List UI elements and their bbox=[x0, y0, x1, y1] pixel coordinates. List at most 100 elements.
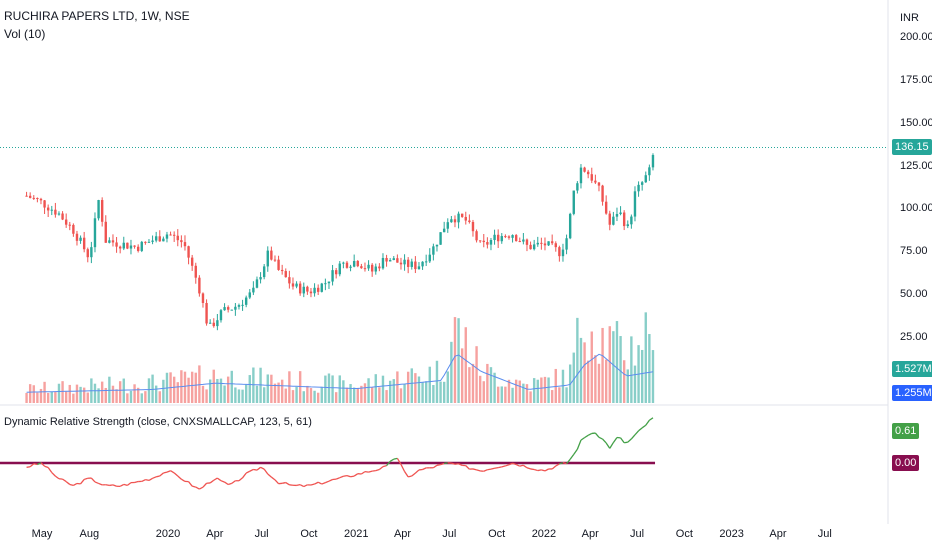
indicator-segment bbox=[282, 481, 286, 484]
candle-body bbox=[331, 270, 334, 282]
volume-bar bbox=[576, 317, 579, 403]
indicator-segment bbox=[213, 477, 218, 481]
candle-body bbox=[604, 201, 608, 214]
volume-bar bbox=[640, 349, 644, 403]
price-tick-label: 100.00 bbox=[900, 202, 932, 215]
volume-bar bbox=[241, 389, 244, 403]
time-tick-label: 2021 bbox=[344, 528, 368, 540]
candle-body bbox=[115, 242, 118, 247]
volume-bar bbox=[421, 381, 424, 403]
candle-body bbox=[432, 246, 435, 255]
indicator-segment bbox=[512, 462, 517, 466]
volume-bar bbox=[277, 382, 280, 403]
volume-bar bbox=[399, 388, 403, 403]
candle-body bbox=[554, 243, 557, 248]
volume-bar bbox=[356, 387, 359, 403]
candle-body bbox=[572, 190, 575, 214]
volume-bar bbox=[392, 379, 395, 403]
candle-body bbox=[298, 283, 302, 294]
volume-bar bbox=[428, 366, 431, 403]
indicator-segment bbox=[105, 484, 110, 487]
volume-bar bbox=[208, 379, 212, 403]
indicator-legend[interactable]: Dynamic Relative Strength (close, CNXSMA… bbox=[4, 416, 312, 428]
candle-body bbox=[241, 304, 244, 306]
candle-body bbox=[230, 309, 233, 311]
indicator-segment bbox=[411, 472, 416, 477]
price-candles[interactable] bbox=[25, 153, 655, 331]
indicator-segment bbox=[620, 437, 625, 444]
candle-body bbox=[39, 198, 43, 201]
indicator-segment bbox=[515, 463, 521, 467]
volume-bar bbox=[518, 380, 521, 403]
volume-bar bbox=[378, 387, 381, 403]
indicator-segment bbox=[551, 465, 557, 470]
candle-body bbox=[576, 183, 579, 191]
indicator-segment bbox=[119, 483, 125, 487]
indicator-segment bbox=[498, 466, 502, 469]
volume-bar bbox=[367, 378, 370, 403]
volume-bar bbox=[583, 342, 586, 403]
candle-body bbox=[370, 264, 374, 272]
volume-legend[interactable]: Vol (10) bbox=[4, 27, 46, 41]
candle-body bbox=[594, 180, 597, 183]
indicator-segment bbox=[227, 482, 232, 486]
candle-body bbox=[237, 305, 241, 307]
indicator-segment bbox=[29, 463, 35, 468]
indicator-segment bbox=[602, 438, 607, 444]
indicator-segment bbox=[33, 463, 38, 466]
candle-body bbox=[529, 244, 532, 250]
indicator-segment bbox=[299, 484, 305, 488]
time-tick-label: Apr bbox=[769, 528, 786, 540]
candle-body bbox=[327, 281, 331, 284]
candle-body bbox=[565, 238, 568, 250]
candle-body bbox=[421, 261, 424, 267]
time-tick-label: Jul bbox=[630, 528, 644, 540]
candle-body bbox=[187, 246, 190, 258]
volume-bar bbox=[432, 385, 435, 403]
indicator-segment bbox=[54, 475, 60, 480]
candle-body bbox=[334, 270, 338, 275]
candle-body bbox=[183, 242, 187, 247]
volume-bar bbox=[547, 377, 550, 403]
volume-bar bbox=[388, 380, 392, 403]
volume-bar bbox=[561, 369, 565, 403]
candle-body bbox=[320, 283, 323, 292]
indicator-segment bbox=[609, 442, 614, 449]
indicator-segment bbox=[454, 463, 459, 465]
volume-bar bbox=[529, 391, 532, 403]
volume-bar bbox=[525, 384, 529, 403]
time-tick-label: Oct bbox=[676, 528, 693, 540]
volume-bar bbox=[219, 378, 223, 403]
candle-body bbox=[597, 182, 601, 186]
time-tick-label: Apr bbox=[394, 528, 411, 540]
indicator-segment bbox=[382, 465, 387, 468]
candle-body bbox=[486, 242, 489, 245]
price-tick-label: 200.00 bbox=[900, 31, 932, 43]
candle-body bbox=[288, 277, 291, 284]
indicator-segment bbox=[181, 478, 186, 482]
candle-body bbox=[399, 262, 403, 265]
volume-bar bbox=[334, 392, 338, 403]
candle-body bbox=[43, 200, 46, 208]
volume-bar bbox=[554, 368, 557, 403]
indicator-segment bbox=[238, 477, 243, 482]
candle-body bbox=[478, 240, 482, 242]
volume-bar bbox=[79, 386, 82, 403]
candle-body bbox=[414, 261, 417, 270]
indicator-line bbox=[26, 417, 654, 490]
volume-bar bbox=[212, 369, 215, 403]
indicator-segment bbox=[343, 474, 348, 477]
indicator-segment bbox=[310, 483, 315, 486]
volume-bar bbox=[273, 383, 277, 403]
symbol-title[interactable]: RUCHIRA PAPERS LTD, 1W, NSE bbox=[4, 9, 190, 23]
indicator-segment bbox=[109, 484, 114, 487]
volume-bar bbox=[291, 390, 295, 403]
candle-body bbox=[226, 307, 230, 310]
indicator-segment bbox=[245, 470, 251, 474]
candle-body bbox=[129, 245, 133, 249]
candle-body bbox=[547, 241, 550, 246]
indicator-segment bbox=[26, 466, 31, 468]
candle-body bbox=[144, 241, 147, 243]
candle-body bbox=[640, 182, 644, 185]
